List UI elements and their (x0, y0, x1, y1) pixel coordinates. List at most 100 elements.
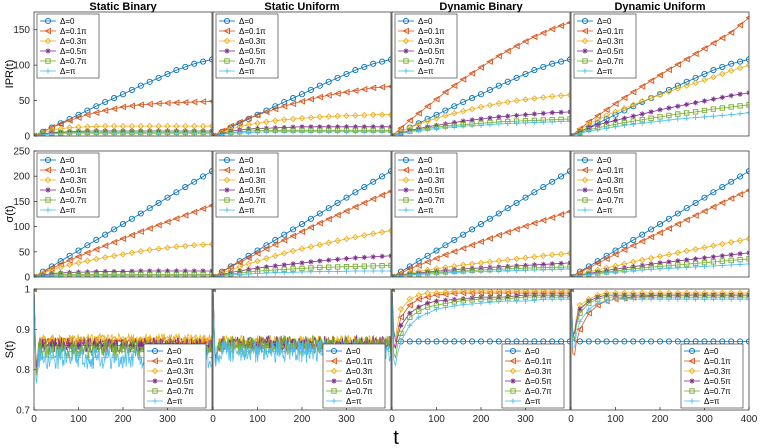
legend: Δ=0Δ=0.1πΔ=0.3πΔ=0.5πΔ=0.7πΔ=π (573, 13, 637, 79)
legend-label: Δ=π (418, 206, 434, 215)
data-point (398, 131, 404, 136)
data-point (325, 205, 332, 212)
data-point (137, 101, 144, 109)
data-point (629, 242, 637, 249)
data-point (102, 354, 108, 361)
data-point (343, 129, 350, 135)
data-point (182, 242, 189, 250)
data-point (388, 262, 391, 269)
panel-12: 0 100 200 300 400 Δ=0Δ=0.1πΔ=0.3πΔ=0.5πΔ=0.7π… (568, 288, 758, 425)
axes-box (570, 11, 750, 137)
data-point (665, 225, 672, 232)
data-point (665, 251, 673, 258)
data-point (308, 269, 314, 275)
data-point (433, 298, 440, 304)
legend-label: Δ=π (597, 206, 613, 215)
x-tick-label: 400 (741, 414, 758, 425)
data-point (156, 268, 162, 274)
data-point (700, 45, 708, 52)
data-point (460, 123, 466, 129)
data-point (736, 191, 744, 198)
legend-marker (151, 357, 159, 365)
data-point (129, 342, 135, 349)
legend-label: Δ=0.1π (597, 166, 624, 175)
data-point (111, 346, 117, 353)
data-point (495, 100, 503, 107)
data-point (84, 257, 91, 265)
legend-marker (152, 378, 158, 384)
data-point (361, 124, 367, 130)
legend-label: Δ=0.1π (418, 27, 445, 36)
legend-marker (224, 68, 230, 74)
data-point (586, 271, 592, 277)
data-point (182, 183, 189, 191)
data-point (369, 84, 377, 92)
data-point (478, 122, 484, 128)
x-tick-label: 200 (115, 414, 132, 425)
data-point (513, 74, 520, 81)
series-group (392, 289, 570, 366)
data-point (387, 111, 391, 118)
data-point (477, 338, 485, 345)
data-point (57, 264, 64, 271)
legend-label: Δ=0 (346, 347, 361, 356)
data-point (486, 289, 494, 295)
data-point (84, 272, 90, 277)
data-point (728, 104, 734, 110)
data-point (674, 85, 682, 92)
series-line (392, 289, 570, 360)
data-point (693, 114, 699, 121)
data-point (701, 244, 708, 251)
data-point (299, 269, 305, 275)
data-point (84, 346, 91, 353)
data-point (683, 247, 690, 255)
data-point (343, 112, 350, 120)
series-group (34, 56, 212, 136)
data-point (316, 241, 324, 248)
data-point (675, 116, 681, 122)
data-point (316, 210, 323, 217)
data-point (200, 173, 207, 180)
legend-label: Δ=0 (418, 17, 433, 26)
data-point (209, 130, 212, 136)
legend-marker (402, 27, 410, 35)
data-point (191, 60, 198, 67)
data-point (648, 261, 654, 267)
data-point (317, 268, 323, 275)
data-point (58, 342, 64, 349)
data-point (727, 238, 735, 246)
legend-label: Δ=0.7π (60, 57, 87, 66)
data-point (710, 113, 716, 119)
legend-marker (509, 347, 517, 355)
data-point (451, 269, 457, 276)
data-point (504, 47, 511, 55)
x-tick-label: 100 (249, 414, 266, 425)
data-point (316, 93, 323, 101)
data-point (272, 236, 279, 244)
data-point (308, 259, 314, 265)
data-point (683, 205, 690, 212)
data-point (361, 183, 368, 191)
data-point (147, 130, 153, 136)
legend-box (573, 13, 637, 79)
data-point (191, 272, 197, 277)
data-point (120, 130, 126, 136)
legend-label: Δ=0 (60, 17, 75, 26)
data-point (522, 254, 529, 262)
data-point (67, 272, 73, 277)
data-point (263, 118, 270, 126)
data-point (155, 199, 162, 206)
data-point (603, 338, 610, 345)
data-point (208, 241, 212, 248)
data-point (172, 338, 180, 345)
data-point (737, 296, 743, 302)
data-point (67, 354, 73, 361)
legend-marker (510, 378, 516, 384)
data-point (478, 116, 484, 122)
data-point (566, 168, 570, 175)
data-point (40, 354, 46, 361)
legend-marker (223, 27, 231, 35)
data-point (621, 107, 628, 114)
data-point (746, 296, 749, 302)
data-point (656, 338, 664, 345)
